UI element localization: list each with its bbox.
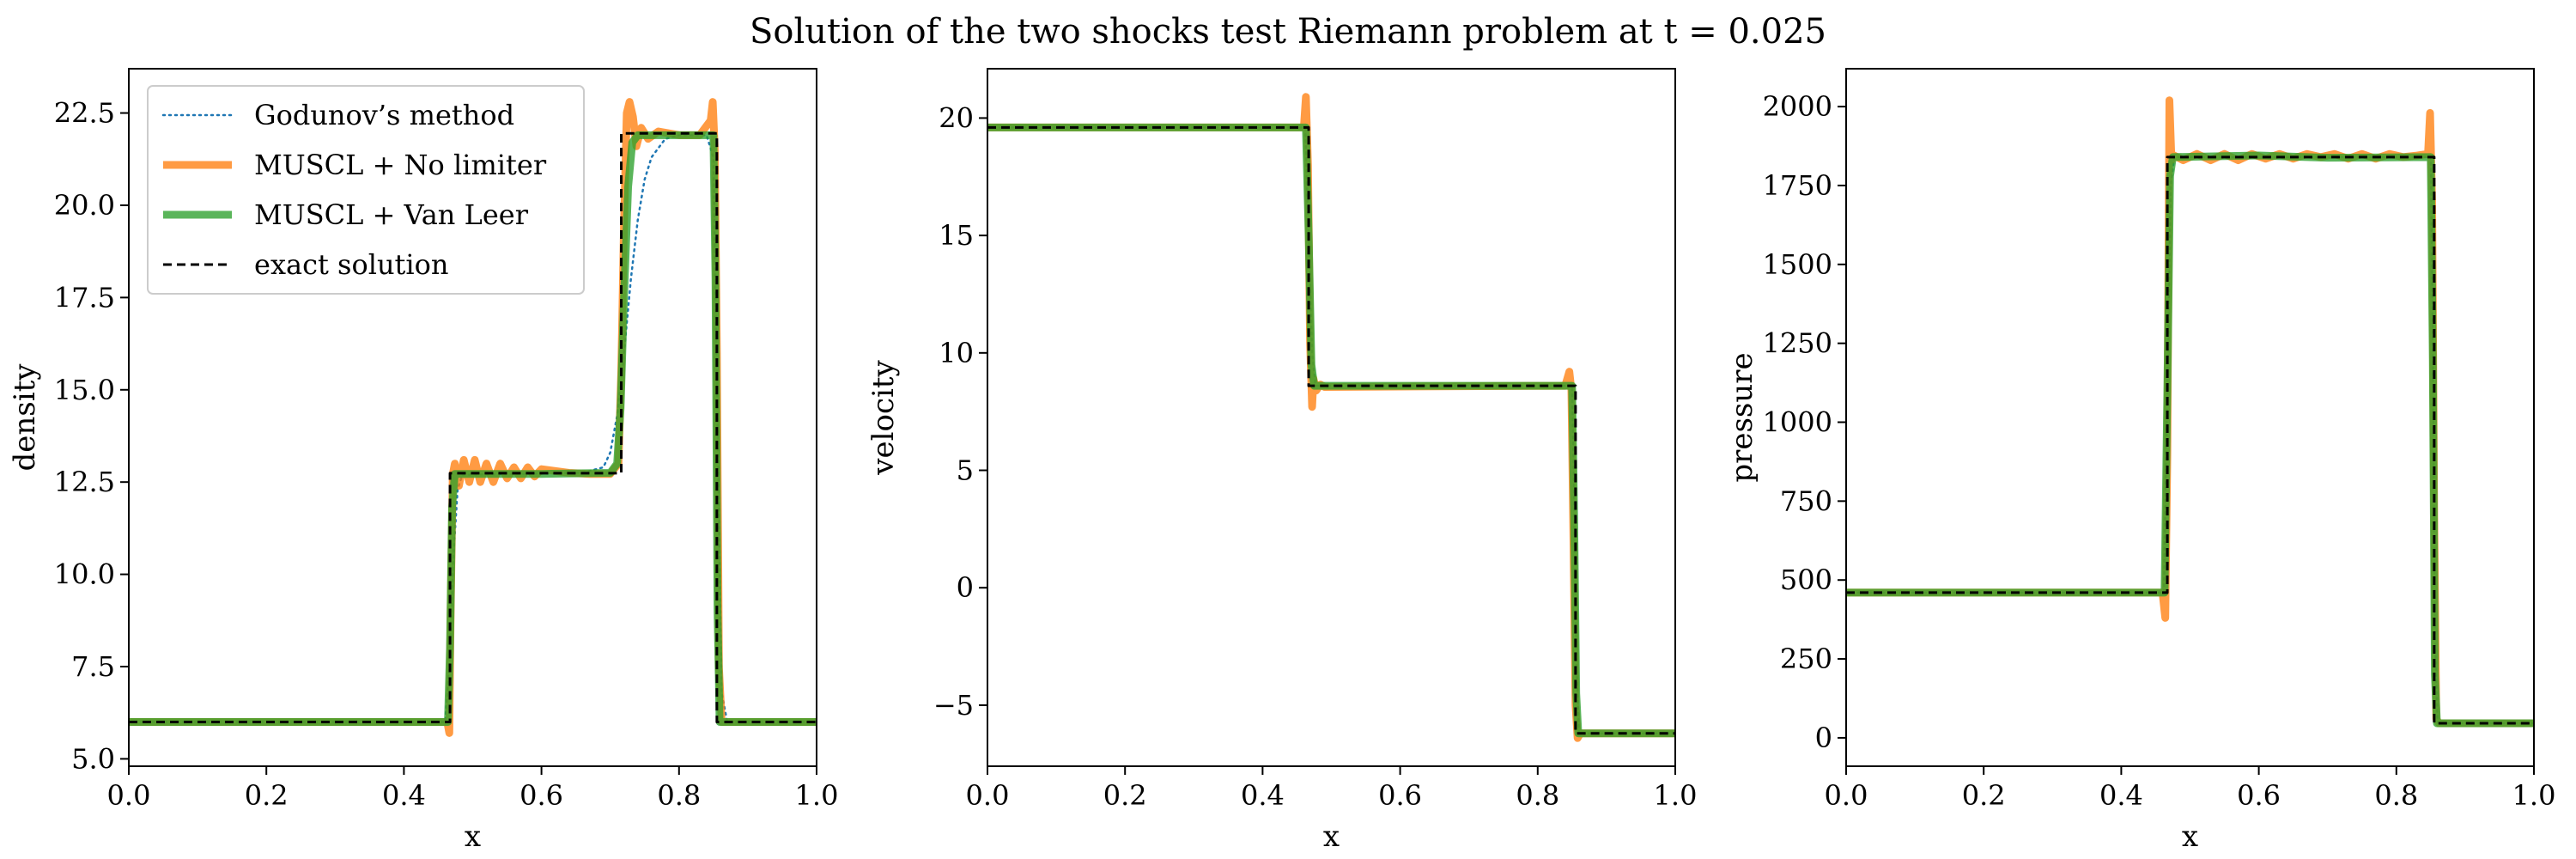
legend-box: [147, 85, 585, 295]
panel-3-y-tick-label: 1500: [1763, 248, 1832, 281]
panel-3-y-axis-label: pressure: [1725, 352, 1759, 482]
panel-1-y-tick-label: 20.0: [54, 189, 115, 222]
panel-3-x-tick-label: 0.6: [2237, 779, 2281, 812]
panel-1-y-tick-label: 5.0: [71, 742, 115, 775]
panel-3-y-tick-label: 500: [1780, 564, 1832, 596]
panel-1-x-tick-label: 0.6: [519, 779, 563, 812]
panel-2-series-group: [987, 93, 1675, 742]
panel-2-velocity: 0.0 0.2 0.4 0.6 0.8 1.0 −5 0 5 10 15 20 x velocity: [866, 68, 1698, 854]
panel-1-y-tick-label: 10.0: [54, 558, 115, 591]
panel-1-x-tick-label: 1.0: [795, 779, 839, 812]
panel-2-x-tick-label: 0.4: [1241, 779, 1285, 812]
panel-3-x-tick-label: 0.2: [1962, 779, 2006, 812]
panel-3-y-tick-label: 250: [1780, 643, 1832, 675]
panel-1-y-tick-label: 22.5: [54, 97, 115, 130]
legend-label-muscl-van-leer: MUSCL + Van Leer: [254, 198, 529, 231]
legend-label-muscl-no-limiter: MUSCL + No limiter: [254, 149, 547, 181]
panel-3-y-tick-label: 750: [1780, 484, 1832, 517]
panel-1-y-tick-label: 7.5: [71, 650, 115, 683]
panel-3-axes-frame: [1845, 68, 2535, 767]
legend: Godunov’s method MUSCL + No limiter MUSCL …: [147, 85, 585, 295]
panel-3-y-tick-label: 2000: [1763, 90, 1832, 123]
panel-2-y-tick-label: 20: [939, 101, 974, 134]
panel-2-series-exact-solution: [987, 125, 1675, 735]
panel-3-x-axis-label: x: [2182, 819, 2198, 854]
panel-2-y-axis-label: velocity: [866, 359, 901, 475]
panel-2-x-tick-label: 0.8: [1516, 779, 1559, 812]
panel-2-series-muscl-van-leer: [987, 123, 1675, 738]
panel-1-x-axis-label: x: [465, 819, 481, 854]
panel-3-y-tick-label: 1000: [1763, 406, 1832, 439]
panel-3-x-tick-label: 1.0: [2512, 779, 2556, 812]
panel-3-series-group: [1846, 96, 2534, 728]
panel-1-x-tick-label: 0.8: [657, 779, 701, 812]
legend-label-godunov-s-method: Godunov’s method: [254, 99, 514, 131]
panel-1-x-tick-label: 0.2: [245, 779, 289, 812]
panel-2-y-tick-label: 5: [957, 454, 974, 487]
panel-3-series-exact-solution: [1846, 155, 2534, 725]
legend-label-exact-solution: exact solution: [254, 248, 449, 281]
panel-3-x-tick-label: 0.4: [2099, 779, 2143, 812]
panel-1-x-tick-label: 0.0: [107, 779, 151, 812]
panels: 0.0 0.2 0.4 0.6 0.8 1.0 5.0 7.5 10.0 12.5 15.0 17.5…: [8, 68, 2556, 854]
panel-2-axes-frame: [987, 68, 1676, 767]
panel-2-y-tick-label: −5: [933, 689, 974, 722]
panel-2-x-tick-label: 0.2: [1103, 779, 1147, 812]
panel-1-series-group: [129, 98, 817, 737]
panel-2-x-tick-label: 0.0: [966, 779, 1010, 812]
panel-1-x-tick-label: 0.4: [382, 779, 426, 812]
figure-title: Solution of the two shocks test Riemann …: [750, 12, 1826, 52]
panel-1-series-muscl-van-leer: [129, 131, 817, 726]
panel-2-x-axis-label: x: [1323, 819, 1340, 854]
panel-3-y-tick-label: 1750: [1763, 169, 1832, 202]
panel-1-axes-frame: [128, 68, 817, 767]
panel-1-y-tick-label: 15.0: [54, 374, 115, 406]
panel-2-x-tick-label: 0.6: [1378, 779, 1422, 812]
panel-3-pressure: 0.0 0.2 0.4 0.6 0.8 1.0 0 250 500 750 1000 1250 1500…: [1725, 68, 2556, 854]
panel-1-density: 0.0 0.2 0.4 0.6 0.8 1.0 5.0 7.5 10.0 12.5 15.0 17.5…: [8, 68, 839, 854]
panel-2-y-tick-label: 0: [957, 571, 974, 604]
panel-3-y-tick-label: 1250: [1763, 327, 1832, 360]
panel-1-y-axis-label: density: [8, 363, 42, 472]
panel-1-y-tick-label: 17.5: [54, 281, 115, 314]
panel-3-x-tick-label: 0.8: [2374, 779, 2418, 812]
panel-2-y-tick-label: 15: [939, 219, 974, 252]
panel-3-x-tick-label: 0.0: [1825, 779, 1868, 812]
panel-2-x-tick-label: 1.0: [1654, 779, 1698, 812]
panel-2-y-tick-label: 10: [939, 337, 974, 369]
panel-3-y-tick-label: 0: [1815, 722, 1832, 754]
panel-1-y-tick-label: 12.5: [54, 466, 115, 498]
panel-1-series-exact-solution: [129, 131, 817, 723]
